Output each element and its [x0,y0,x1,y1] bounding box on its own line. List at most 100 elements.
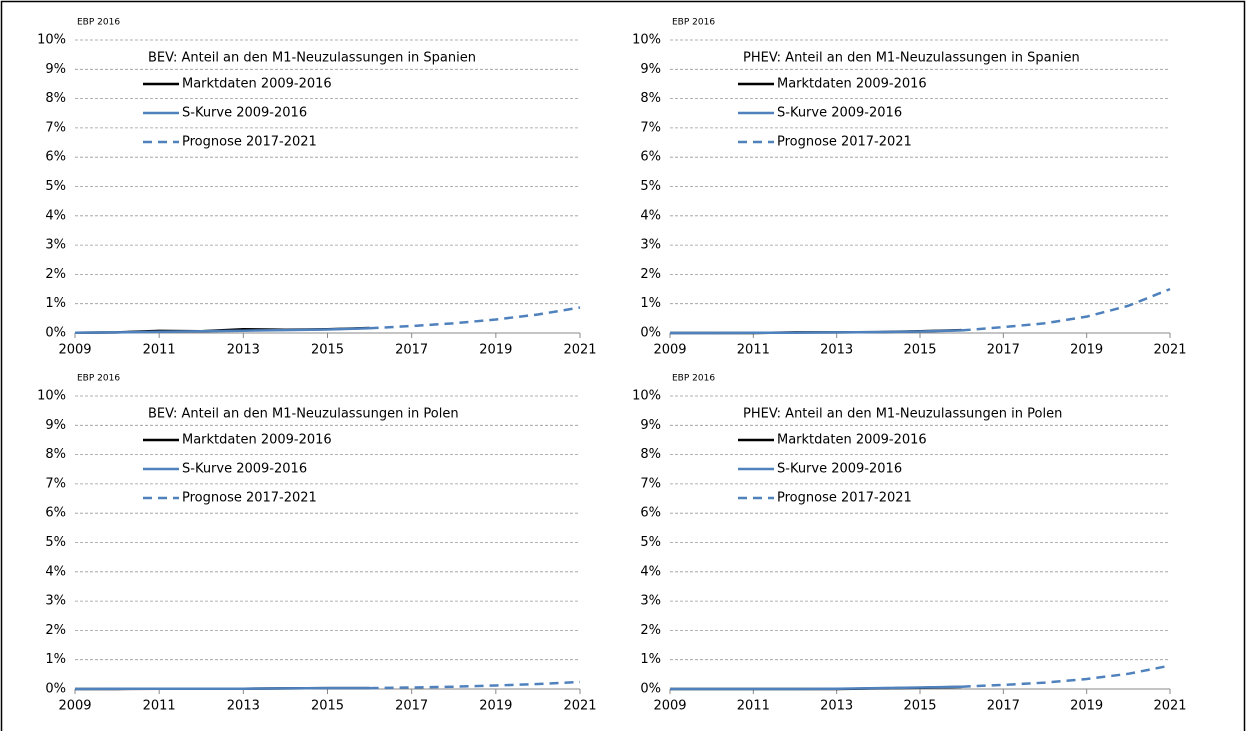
series-line [369,680,581,690]
y-tick-label: 3% [640,594,661,609]
x-tick-label: 2013 [820,699,853,714]
panel-title: BEV: Anteil an den M1-Neuzulassungen in … [148,407,459,422]
y-tick-label: 5% [640,179,661,194]
series-line [74,327,370,334]
legend-label: Prognose 2017-2021 [182,491,317,506]
y-tick-label: 7% [640,120,661,135]
y-tick-label: 8% [640,91,661,106]
y-tick-label: 8% [45,447,66,462]
series-line [670,329,962,335]
y-tick-label: 3% [45,238,66,253]
y-tick-label: 0% [45,682,66,697]
y-tick-label: 3% [45,594,66,609]
y-tick-label: 4% [640,564,661,579]
y-tick-label: 9% [45,62,66,77]
legend-label: S-Kurve 2009-2016 [777,106,902,121]
y-tick-label: 2% [640,623,661,638]
y-tick-label: 9% [45,418,66,433]
y-tick-label: 0% [640,326,661,341]
x-tick-label: 2011 [737,343,770,358]
y-tick-label: 2% [640,267,661,282]
legend-label: Marktdaten 2009-2016 [777,77,927,92]
y-tick-label: 0% [45,326,66,341]
y-tick-label: 1% [45,296,66,311]
series-line [961,287,1171,332]
x-tick-label: 2015 [311,343,344,358]
legend-label: S-Kurve 2009-2016 [777,462,902,477]
y-tick-label: 10% [37,33,66,48]
legend-label: Prognose 2017-2021 [777,135,912,150]
y-tick-label: 10% [37,389,66,404]
y-tick-label: 7% [640,476,661,491]
x-tick-label: 2009 [58,699,91,714]
x-tick-label: 2013 [227,699,260,714]
y-tick-label: 6% [640,506,661,521]
y-tick-label: 4% [640,208,661,223]
x-tick-label: 2015 [903,343,936,358]
x-tick-label: 2017 [395,343,428,358]
x-tick-label: 2021 [563,699,596,714]
legend-label: Prognose 2017-2021 [182,135,317,150]
legend-label: S-Kurve 2009-2016 [182,462,307,477]
x-tick-label: 2015 [311,699,344,714]
x-tick-label: 2021 [1153,343,1186,358]
legend-label: Marktdaten 2009-2016 [182,77,332,92]
y-tick-label: 3% [640,238,661,253]
x-tick-label: 2021 [563,343,596,358]
series-line [369,306,581,330]
x-tick-label: 2011 [737,699,770,714]
x-tick-label: 2017 [987,343,1020,358]
y-tick-label: 5% [45,535,66,550]
panel-title: PHEV: Anteil an den M1-Neuzulassungen in… [743,51,1080,66]
y-tick-label: 4% [45,208,66,223]
x-tick-label: 2013 [820,343,853,358]
y-tick-label: 5% [45,179,66,194]
y-tick-label: 10% [632,389,661,404]
x-tick-label: 2013 [227,343,260,358]
source-label: EBP 2016 [672,374,715,384]
y-tick-label: 10% [632,33,661,48]
y-tick-label: 9% [640,62,661,77]
y-tick-label: 4% [45,564,66,579]
x-tick-label: 2017 [987,699,1020,714]
y-tick-label: 7% [45,120,66,135]
source-label: EBP 2016 [77,374,120,384]
legend-label: Marktdaten 2009-2016 [777,433,927,448]
x-tick-label: 2009 [653,699,686,714]
x-tick-label: 2019 [1070,699,1103,714]
legend-label: S-Kurve 2009-2016 [182,106,307,121]
y-tick-label: 9% [640,418,661,433]
source-label: EBP 2016 [672,18,715,28]
y-tick-label: 6% [45,150,66,165]
y-tick-label: 1% [640,652,661,667]
series-line [961,664,1171,688]
panel-title: BEV: Anteil an den M1-Neuzulassungen in … [148,51,476,66]
legend-label: Prognose 2017-2021 [777,491,912,506]
x-tick-label: 2011 [143,699,176,714]
y-tick-label: 5% [640,535,661,550]
y-tick-label: 2% [45,623,66,638]
x-tick-label: 2019 [1070,343,1103,358]
x-tick-label: 2019 [479,343,512,358]
x-tick-label: 2017 [395,699,428,714]
y-tick-label: 0% [640,682,661,697]
y-tick-label: 1% [640,296,661,311]
y-tick-label: 6% [640,150,661,165]
legend-label: Marktdaten 2009-2016 [182,433,332,448]
y-tick-label: 1% [45,652,66,667]
series-line [670,685,962,691]
x-tick-label: 2009 [653,343,686,358]
x-tick-label: 2011 [143,343,176,358]
y-tick-label: 2% [45,267,66,282]
x-tick-label: 2019 [479,699,512,714]
y-tick-label: 8% [640,447,661,462]
y-tick-label: 8% [45,91,66,106]
x-tick-label: 2009 [58,343,91,358]
y-tick-label: 6% [45,506,66,521]
x-tick-label: 2015 [903,699,936,714]
panel-title: PHEV: Anteil an den M1-Neuzulassungen in… [743,407,1062,422]
source-label: EBP 2016 [77,18,120,28]
